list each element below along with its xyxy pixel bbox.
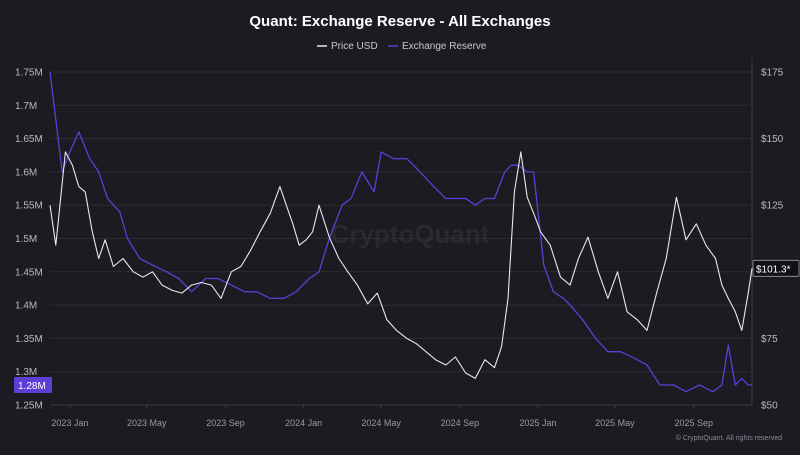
right-tick-label: $125 xyxy=(761,201,784,212)
watermark: CryptoQuant xyxy=(331,219,490,249)
price-current-badge xyxy=(752,259,800,277)
left-tick-label: 1.5M xyxy=(15,234,37,245)
left-tick-label: 1.35M xyxy=(15,334,43,345)
x-tick-label: 2025 Jan xyxy=(520,418,557,428)
reserve-current-value: 1.28M xyxy=(18,381,46,392)
x-tick-label: 2023 Jan xyxy=(51,418,88,428)
right-tick-label: $75 xyxy=(761,334,778,345)
reserve-current-badge xyxy=(14,377,52,394)
right-tick-label: $175 xyxy=(761,68,784,79)
series-line-exchange-reserve xyxy=(49,71,752,393)
x-axis: 2023 Jan 2023 May 2023 Sep 2024 Jan 2024 May… xyxy=(50,404,752,428)
x-tick-label: 2024 Sep xyxy=(441,418,480,428)
right-tick-label: $50 xyxy=(761,401,778,412)
left-tick-label: 1.65M xyxy=(15,134,43,145)
x-tick-label: 2023 Sep xyxy=(206,418,245,428)
x-tick-label: 2025 May xyxy=(595,418,635,428)
right-tick-label: $150 xyxy=(761,134,784,145)
series-group xyxy=(49,71,753,393)
legend-label-reserve: Exchange Reserve xyxy=(402,41,487,52)
legend: Price USD Exchange Reserve xyxy=(317,41,487,52)
price-current-value: $101.3* xyxy=(756,264,791,275)
x-tick-label: 2024 Jan xyxy=(285,418,322,428)
x-tick-label: 2025 Sep xyxy=(674,418,713,428)
x-tick-label: 2023 May xyxy=(127,418,167,428)
left-tick-label: 1.45M xyxy=(15,267,43,278)
series-line-price-usd xyxy=(49,151,753,379)
current-value-badges: 1.28M $101.3* xyxy=(14,259,800,394)
left-tick-label: 1.3M xyxy=(15,367,37,378)
left-tick-label: 1.25M xyxy=(15,401,43,412)
left-axis: 1.75M 1.7M 1.65M 1.6M 1.55M 1.5M 1.45M 1.4M 1.35… xyxy=(15,68,43,412)
chart-title: Quant: Exchange Reserve - All Exchanges xyxy=(249,13,550,30)
left-tick-label: 1.55M xyxy=(15,201,43,212)
left-tick-label: 1.75M xyxy=(15,68,43,79)
left-tick-label: 1.4M xyxy=(15,301,37,312)
copyright-text: © CryptoQuant. All rights reserved xyxy=(676,434,782,442)
x-tick-label: 2024 May xyxy=(361,418,401,428)
left-tick-label: 1.6M xyxy=(15,167,37,178)
legend-label-price: Price USD xyxy=(331,41,378,52)
left-tick-label: 1.7M xyxy=(15,101,37,112)
